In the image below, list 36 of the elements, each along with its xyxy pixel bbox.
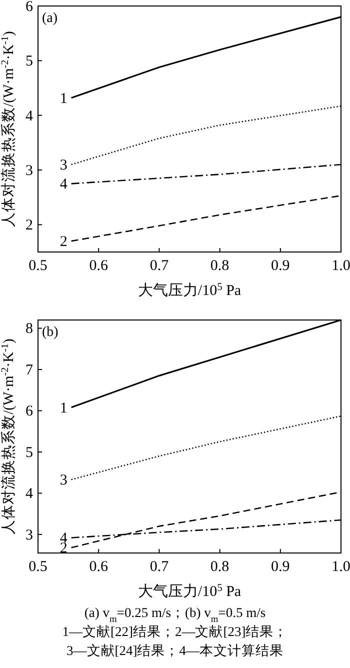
series-label: 2: [60, 234, 68, 250]
x-axis-title: 大气压力/10$^{5}$ Pa: [138, 282, 242, 299]
x-tick-label: 0.5: [28, 258, 48, 274]
x-tick-label: 0.6: [89, 559, 108, 575]
x-tick-label: 1.0: [332, 559, 350, 575]
y-tick-label: 3: [26, 163, 33, 179]
series-label: 1: [60, 90, 68, 107]
y-tick-label: 8: [26, 321, 33, 338]
chart-title: (b): [42, 325, 59, 340]
series-label: 3: [60, 158, 68, 174]
y-tick-label: 4: [26, 486, 34, 502]
text: 3—文献[24]结果；4—本文计算结果: [66, 643, 284, 658]
series-label: 1: [60, 400, 68, 416]
x-tick-label: 0.8: [210, 258, 230, 274]
chart-title: (a): [42, 11, 58, 26]
text: 1—文献[22]结果；2—文献[23]结果；: [62, 624, 288, 639]
x-tick-label: 1.0: [332, 258, 350, 274]
y-tick-label: 7: [26, 362, 34, 378]
y-tick-label: 4: [26, 108, 34, 124]
x-tick-label: 0.9: [271, 258, 290, 274]
text: (a) v$_{m}$=0.25 m/s；(b) v$_{m}$=0.5 m/s: [84, 605, 266, 625]
x-tick-label: 0.7: [150, 559, 170, 575]
x-axis-title: 大气压力/10$^{5}$ Pa: [138, 582, 242, 600]
y-tick-label: 5: [26, 54, 33, 70]
y-tick-label: 5: [26, 444, 33, 461]
y-tick-label: 6: [26, 0, 34, 15]
x-tick-label: 0.9: [271, 559, 290, 575]
x-tick-label: 0.5: [28, 559, 48, 575]
series-label: 4: [60, 176, 68, 193]
y-tick-label: 3: [26, 527, 33, 544]
series-label: 3: [60, 472, 68, 489]
x-tick-label: 0.7: [150, 258, 170, 274]
x-tick-label: 0.8: [210, 559, 230, 575]
y-tick-label: 2: [26, 218, 33, 234]
x-tick-label: 0.6: [89, 258, 108, 274]
y-tick-label: 6: [26, 404, 34, 420]
